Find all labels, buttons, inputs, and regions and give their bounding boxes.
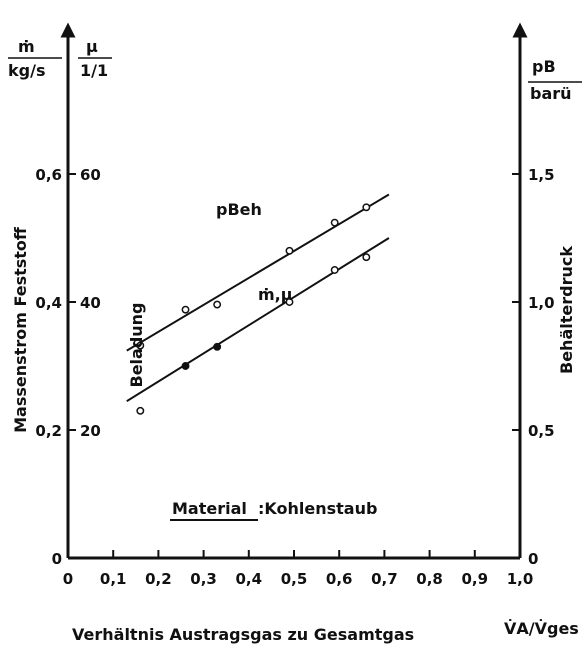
x-tick-label: 1,0 xyxy=(507,570,534,588)
x-tick-label: 0,7 xyxy=(371,570,398,588)
pressure-tick-label: 1,0 xyxy=(528,294,555,312)
x-tick-label: 0,3 xyxy=(190,570,217,588)
x-tick-label: 0,6 xyxy=(326,570,353,588)
data-point-series-1 xyxy=(213,342,222,351)
x-tick-label: 0,8 xyxy=(416,570,443,588)
x-tick-label: 0,2 xyxy=(145,570,172,588)
data-point-series-1 xyxy=(181,362,190,370)
fit-line-series-1 xyxy=(126,237,390,403)
x-tick-label: 0,4 xyxy=(236,570,263,588)
series-label-pbeh: pBeh xyxy=(216,200,262,219)
pressure-unit-num: pB xyxy=(532,57,556,76)
material-label: Material xyxy=(172,499,247,518)
x-tick-label: 0,1 xyxy=(100,570,127,588)
massflow-unit-num: ṁ xyxy=(18,37,35,56)
massflow-tick-label: 0 xyxy=(52,550,62,568)
loading-axis-title: Beladung xyxy=(127,302,146,387)
data-point-series-1 xyxy=(362,253,371,262)
x-axis-title: Verhältnis Austragsgas zu Gesamtgas xyxy=(72,625,414,644)
fit-line-layer xyxy=(126,193,390,403)
data-point-series-0 xyxy=(330,218,339,227)
massflow-tick-label: 0,4 xyxy=(35,294,62,312)
points-layer xyxy=(136,203,371,415)
x-tick-label: 0 xyxy=(63,570,73,588)
data-point-series-0 xyxy=(181,305,190,314)
x-tick-label: 0,9 xyxy=(462,570,489,588)
data-point-series-1 xyxy=(330,266,339,274)
data-point-series-1 xyxy=(136,406,145,415)
fit-line-series-0 xyxy=(126,193,390,352)
massflow-tick-label: 0,2 xyxy=(35,422,62,440)
loading-tick-label: 40 xyxy=(80,294,101,312)
x-axis-unit: V̇A/V̇ges xyxy=(504,619,579,638)
massflow-unit-den: kg/s xyxy=(8,61,45,80)
pressure-unit-den: barü xyxy=(530,84,572,103)
series-label-massflow: ṁ,μ xyxy=(258,285,293,304)
loading-unit-den: 1/1 xyxy=(80,61,108,80)
data-point-series-0 xyxy=(285,246,294,255)
data-point-series-1 xyxy=(285,298,294,306)
tick-layer: 0 0,1 0,2 0,3 0,4 0,5 0,6 0,7 0,8 0,9 1,0 0 0,2 0,4 0,… xyxy=(35,166,554,588)
pressure-tick-label: 1,5 xyxy=(528,166,555,184)
x-tick-label: 0,5 xyxy=(281,570,308,588)
pressure-axis-title: Behälterdruck xyxy=(557,246,576,374)
pressure-tick-label: 0,5 xyxy=(528,422,555,440)
loading-tick-label: 20 xyxy=(80,422,101,440)
massflow-axis-title: Massenstrom Feststoff xyxy=(11,226,30,433)
pressure-tick-label: 0 xyxy=(528,550,538,568)
material-value: :Kohlenstaub xyxy=(258,499,377,518)
massflow-tick-label: 0,6 xyxy=(35,166,62,184)
loading-tick-label: 60 xyxy=(80,166,101,184)
loading-unit-num: μ xyxy=(86,37,98,56)
data-point-series-0 xyxy=(136,341,145,350)
data-point-series-0 xyxy=(362,203,371,212)
data-point-series-0 xyxy=(213,300,222,309)
